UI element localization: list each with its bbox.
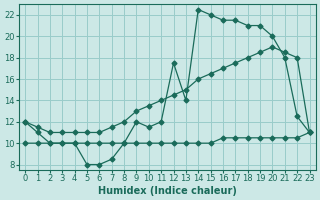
X-axis label: Humidex (Indice chaleur): Humidex (Indice chaleur) — [98, 186, 237, 196]
